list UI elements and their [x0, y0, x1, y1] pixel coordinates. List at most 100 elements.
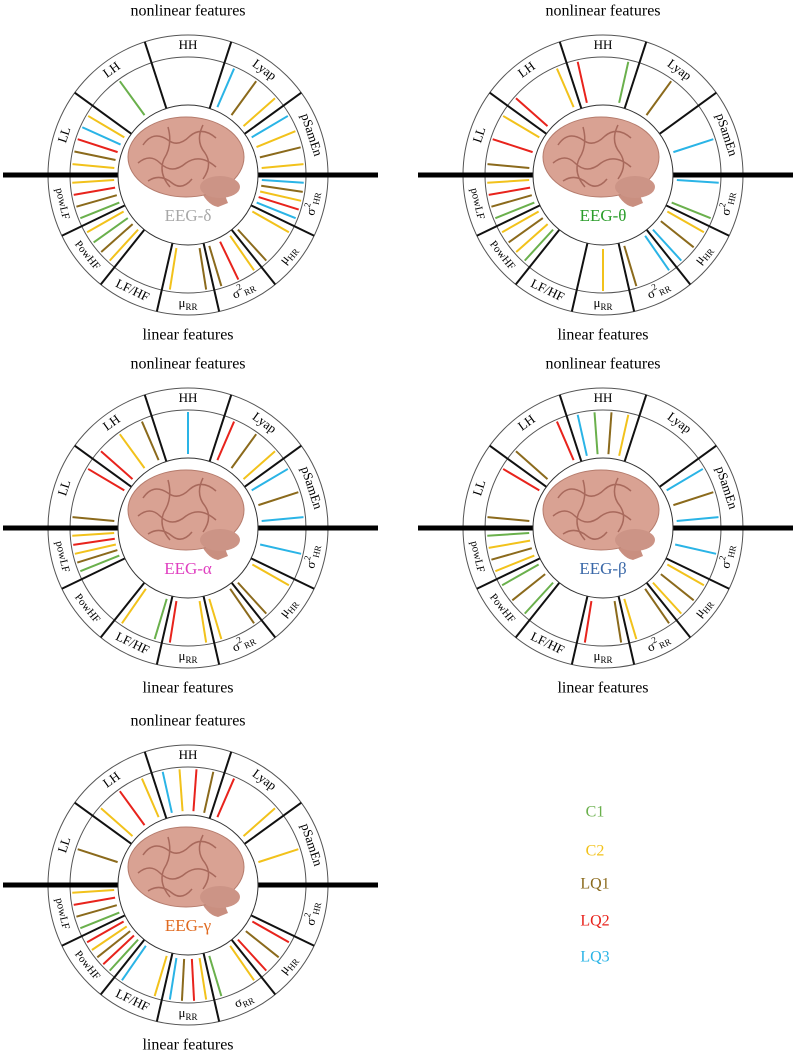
- link: [76, 904, 118, 918]
- sector-label: μHR: [691, 595, 717, 621]
- bottom-label: linear features: [557, 327, 648, 344]
- brain-fold: [557, 483, 632, 499]
- brain-fold: [552, 510, 632, 523]
- divider: [659, 444, 717, 488]
- link: [192, 769, 198, 812]
- cerebellum: [615, 529, 655, 551]
- link: [491, 547, 533, 561]
- link: [153, 955, 168, 997]
- sector-label: powLF: [53, 897, 72, 931]
- sector-main: PowHF: [72, 238, 102, 272]
- link: [245, 930, 280, 959]
- link: [644, 235, 670, 271]
- sector-sub: RR: [242, 636, 257, 650]
- divider: [623, 394, 648, 462]
- link: [259, 146, 301, 159]
- panel: nonlinear features linear features LL LH HH L…: [3, 356, 378, 697]
- link: [494, 554, 535, 573]
- divider: [155, 596, 174, 665]
- sector-main: HH: [179, 37, 198, 52]
- cerebellum: [200, 886, 240, 908]
- bottom-label: linear features: [142, 680, 233, 697]
- link: [674, 543, 717, 555]
- sector-label: σ2RR: [644, 629, 673, 655]
- sector-label: μRR: [594, 648, 613, 665]
- link: [198, 957, 208, 1000]
- top-label: nonlinear features: [130, 3, 245, 20]
- sector-label: LL: [54, 835, 73, 855]
- link: [237, 581, 267, 615]
- link: [168, 600, 178, 643]
- sector-sup: 2: [717, 202, 728, 209]
- sector-sub: HR: [726, 191, 739, 205]
- sector-main: powLF: [53, 897, 72, 931]
- divider: [155, 953, 174, 1022]
- sector-label: μRR: [179, 1005, 198, 1022]
- link: [515, 223, 549, 253]
- sector-sub: RR: [657, 283, 672, 297]
- divider: [489, 91, 547, 135]
- divider: [230, 229, 277, 286]
- sector-main: HH: [179, 747, 198, 762]
- sector-main: μ: [179, 1005, 186, 1020]
- sector-label: HH: [179, 37, 198, 52]
- link: [487, 531, 530, 537]
- link: [524, 228, 554, 262]
- divider: [476, 204, 541, 237]
- sector-main: LH: [100, 58, 123, 80]
- link: [524, 581, 554, 615]
- sector-label: μHR: [276, 242, 302, 268]
- sector-sub: RR: [600, 302, 612, 312]
- divider: [558, 394, 583, 462]
- link: [198, 247, 208, 290]
- brain-fold: [142, 483, 217, 499]
- divider: [558, 41, 583, 109]
- sector-label: powLF: [468, 187, 487, 221]
- link: [251, 115, 289, 139]
- divider: [143, 41, 168, 109]
- sector-main: HH: [179, 390, 198, 405]
- sector-label: LH: [100, 768, 123, 790]
- brain-fold: [142, 840, 217, 856]
- sector-label: μHR: [276, 595, 302, 621]
- divider: [99, 229, 146, 286]
- divider: [570, 596, 589, 665]
- link: [501, 210, 540, 234]
- link: [79, 911, 120, 930]
- link: [261, 178, 304, 184]
- link: [511, 573, 546, 602]
- brain-fold: [161, 479, 171, 541]
- sector-sub: RR: [242, 283, 257, 297]
- divider: [202, 596, 221, 665]
- link: [121, 945, 147, 981]
- sector-main: LH: [100, 768, 123, 790]
- link: [216, 68, 235, 108]
- link: [153, 598, 168, 640]
- link: [491, 194, 533, 208]
- link: [613, 600, 623, 643]
- sector-label: σ2RR: [229, 629, 258, 655]
- sector-label: σ2HR: [715, 190, 738, 217]
- link: [180, 958, 186, 1001]
- link: [77, 138, 118, 154]
- top-label: nonlinear features: [130, 713, 245, 730]
- sector-main: σ: [302, 560, 318, 570]
- link: [502, 468, 540, 492]
- sector-main: powLF: [468, 187, 487, 221]
- link: [261, 184, 303, 193]
- link: [501, 563, 540, 587]
- sector-label: μRR: [179, 295, 198, 312]
- band-label: EEG-δ: [165, 206, 212, 225]
- legend-entry: LQ1: [580, 876, 609, 893]
- brain-fold: [576, 479, 586, 541]
- sector-main: μ: [594, 648, 601, 663]
- link: [72, 163, 115, 170]
- link: [644, 588, 670, 624]
- top-label: nonlinear features: [545, 356, 660, 373]
- sector-label: Lyap: [250, 409, 280, 436]
- sector-sub: RR: [241, 995, 256, 1009]
- link: [141, 421, 160, 461]
- link: [208, 245, 223, 287]
- divider: [61, 914, 126, 947]
- sector-main: σ: [717, 207, 733, 217]
